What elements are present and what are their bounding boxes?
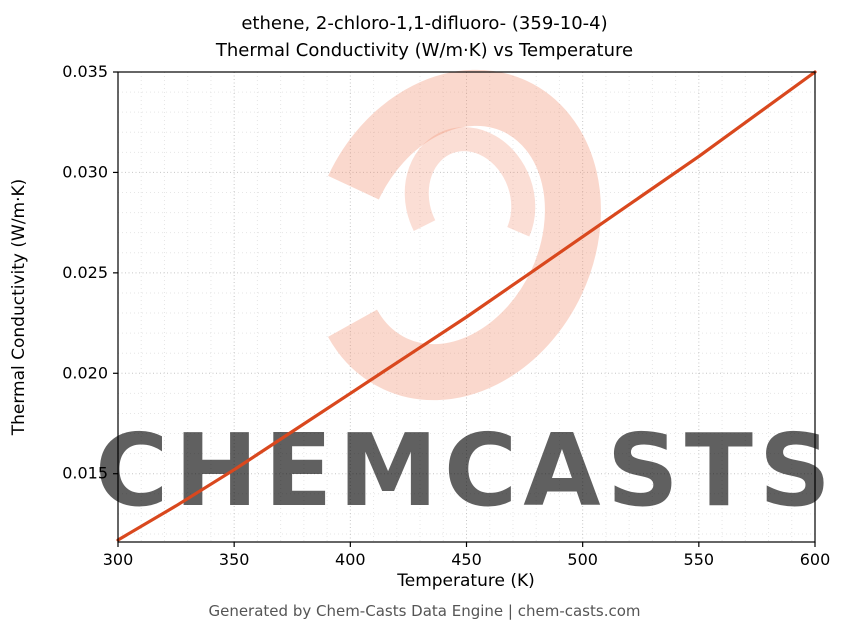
y-tick-label: 0.030 bbox=[62, 162, 108, 181]
chart-title-line-2: Thermal Conductivity (W/m·K) vs Temperat… bbox=[215, 40, 634, 61]
y-tick-label: 0.025 bbox=[62, 263, 108, 282]
conductivity-line bbox=[116, 70, 817, 542]
y-tick-label: 0.015 bbox=[62, 464, 108, 483]
chart-title: ethene, 2-chloro-1,1-difluoro- (359-10-4… bbox=[0, 10, 849, 64]
watermark: CHEMCASTS bbox=[95, 69, 837, 529]
x-tick-label: 400 bbox=[335, 550, 366, 569]
axis-ticks bbox=[113, 71, 816, 547]
watermark-c-logo-inner-swirl-icon bbox=[404, 127, 536, 273]
x-tick-label: 450 bbox=[451, 550, 482, 569]
x-tick-label: 550 bbox=[684, 550, 715, 569]
watermark-c-logo-icon bbox=[309, 69, 601, 401]
y-tick-label: 0.020 bbox=[62, 363, 108, 382]
watermark-text: CHEMCASTS bbox=[95, 412, 837, 529]
x-tick-label: 300 bbox=[103, 550, 134, 569]
y-tick-label: 0.035 bbox=[62, 62, 108, 81]
footer-attribution: Generated by Chem-Casts Data Engine | ch… bbox=[208, 602, 641, 620]
x-tick-label: 350 bbox=[219, 550, 250, 569]
x-tick-label: 600 bbox=[800, 550, 831, 569]
x-tick-label: 500 bbox=[567, 550, 598, 569]
chart-title-line-1: ethene, 2-chloro-1,1-difluoro- (359-10-4… bbox=[241, 13, 608, 34]
axis-tick-labels: 300 350 400 450 500 550 600 0.015 0.020 0.025 0.03… bbox=[62, 62, 830, 569]
y-axis-label: Thermal Conductivity (W/m·K) bbox=[9, 179, 29, 437]
x-axis-label: Temperature (K) bbox=[396, 571, 535, 591]
